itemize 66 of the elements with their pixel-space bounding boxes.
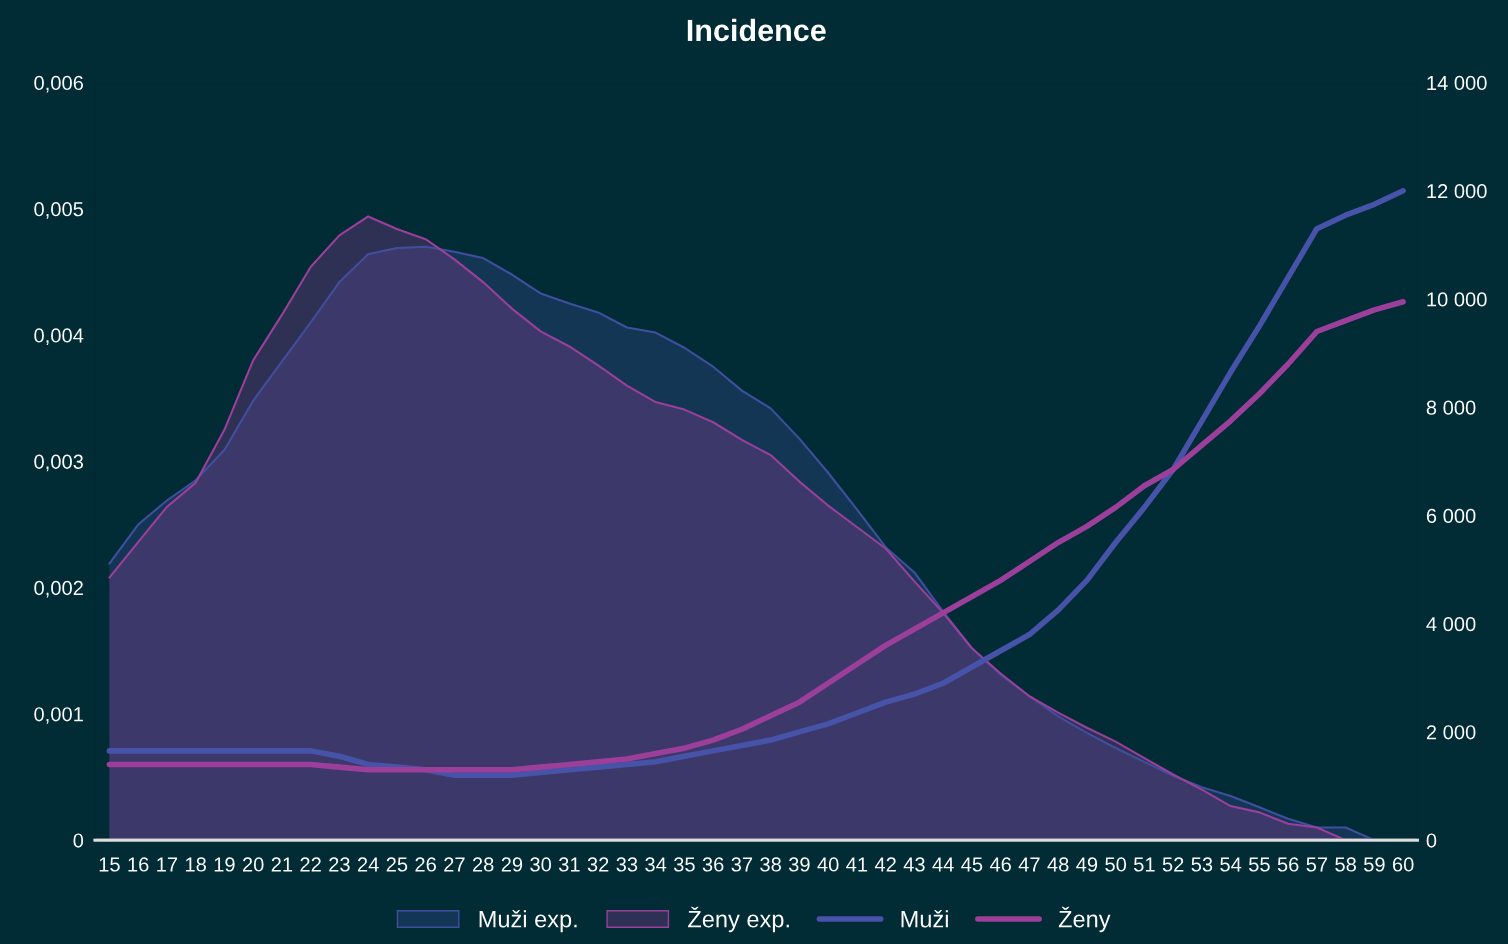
x-tick-label: 46 [989,857,1011,872]
y2-tick-label: 10 000 [1427,292,1487,307]
x-tick-label: 26 [415,857,436,872]
x-tick-label: 30 [530,857,552,872]
x-tick-label: 39 [788,857,810,872]
x-tick-label: 55 [1249,857,1270,872]
y2-tick-label: 0 [1426,833,1437,848]
x-tick-label: 23 [329,857,350,872]
legend-label: Ženy [1058,906,1111,933]
y-tick-label: 0,002 [34,580,83,598]
x-tick-label: 47 [1018,857,1040,872]
x-tick-label: 35 [673,857,695,872]
legend-label: Muži exp. [479,910,577,933]
y2-tick-label: 14 000 [1427,75,1487,91]
x-tick-label: 22 [300,857,321,872]
x-tick-label: 56 [1277,857,1299,872]
y2-tick-label: 4 000 [1426,616,1476,632]
x-tick-label: 18 [185,857,206,872]
legend-label: Muži [901,910,948,928]
y-tick-label: 0,001 [34,707,83,724]
x-tick-label: 29 [501,857,523,872]
y-tick-label: 0,004 [34,328,84,345]
x-tick-label: 45 [961,857,983,872]
x-tick-label: 51 [1134,857,1155,872]
x-tick-label: 58 [1335,857,1356,872]
x-tick-label: 40 [817,857,839,872]
x-tick-label: 28 [472,857,494,872]
y-tick-label: 0 [73,833,84,848]
x-tick-label: 49 [1076,857,1098,872]
x-tick-label: 50 [1105,857,1127,872]
x-tick-label: 54 [1220,857,1242,872]
x-tick-label: 42 [874,857,896,872]
y-tick-label: 0,006 [34,75,84,93]
x-tick-label: 38 [760,857,781,872]
x-tick-label: 33 [616,857,638,872]
x-tick-label: 34 [645,857,667,872]
x-tick-label: 17 [157,857,178,872]
y2-tick-label: 6 000 [1426,508,1476,523]
x-tick-label: 25 [386,857,408,872]
x-tick-label: 59 [1364,857,1385,872]
y-tick-label: 0,003 [34,454,84,472]
x-tick-label: 36 [702,857,724,872]
x-tick-label: 60 [1392,857,1414,872]
y2-tick-label: 8 000 [1426,400,1476,415]
x-tick-label: 27 [444,857,465,872]
x-tick-label: 53 [1191,857,1213,872]
x-tick-label: 44 [932,857,954,872]
x-tick-label: 24 [357,857,379,872]
x-tick-label: 41 [846,857,868,872]
x-tick-label: 48 [1047,857,1069,872]
x-tick-label: 31 [558,857,580,872]
x-tick-label: 37 [731,857,753,872]
x-tick-label: 43 [903,857,925,872]
x-tick-label: 52 [1162,857,1184,872]
x-tick-label: 16 [128,857,149,872]
y2-tick-label: 12 000 [1427,184,1487,199]
x-tick-label: 20 [242,857,264,872]
x-tick-label: 15 [99,857,120,872]
y-tick-label: 0,005 [34,202,84,219]
x-tick-label: 19 [214,857,235,872]
x-tick-label: 57 [1306,857,1328,872]
legend-label: Ženy exp. [688,906,789,933]
chart-title: Incidence [687,18,826,42]
x-tick-label: 21 [271,857,293,872]
x-tick-label: 32 [587,857,609,872]
y2-tick-label: 2 000 [1426,725,1476,740]
